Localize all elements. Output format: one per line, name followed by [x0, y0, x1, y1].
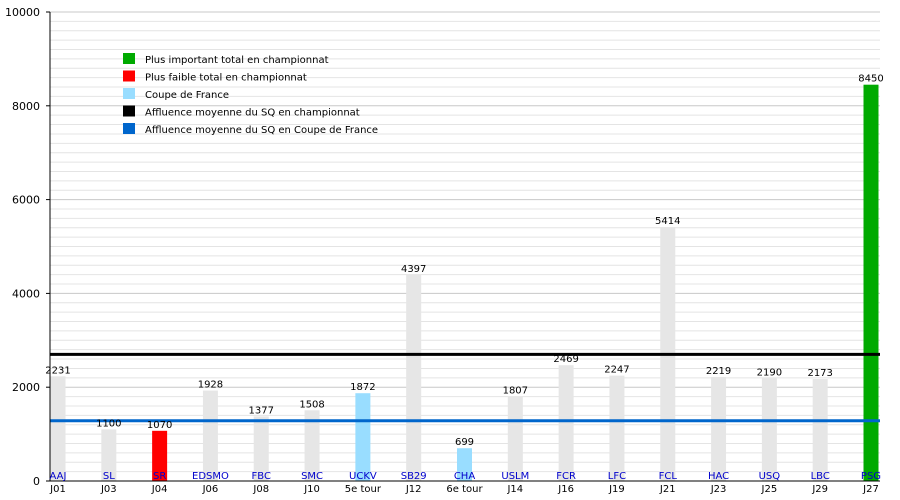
value-label: 2247 — [604, 365, 629, 376]
bar-sb29 — [406, 274, 422, 481]
round-label: J27 — [862, 484, 879, 495]
round-label: J29 — [811, 484, 828, 495]
round-label: 5e tour — [345, 484, 382, 495]
bar-lfc — [609, 375, 625, 481]
y-tick-label: 8000 — [12, 100, 40, 113]
bar-smc — [304, 410, 320, 481]
bar-hac — [711, 376, 727, 481]
legend-swatch — [123, 53, 135, 64]
team-label: USQ — [759, 471, 781, 482]
team-label: LFC — [608, 471, 626, 482]
round-label: J03 — [100, 484, 117, 495]
bar-sr — [152, 430, 168, 481]
bar-uckv — [355, 393, 371, 481]
bars — [50, 84, 879, 481]
round-label: J08 — [252, 484, 269, 495]
round-label: J25 — [761, 484, 778, 495]
round-label: J19 — [608, 484, 625, 495]
team-label: PSG — [861, 471, 881, 482]
round-label: J12 — [405, 484, 422, 495]
round-label: J01 — [49, 484, 66, 495]
team-label: HAC — [708, 471, 729, 482]
team-label: CHA — [454, 471, 476, 482]
legend-swatch — [123, 70, 135, 82]
team-label: FCR — [556, 471, 576, 482]
legend-swatch — [123, 123, 135, 134]
round-label: J21 — [659, 484, 676, 495]
legend-label: Plus faible total en championnat — [145, 73, 307, 84]
value-label: 1100 — [96, 418, 121, 429]
y-tick-label: 6000 — [12, 194, 40, 207]
team-label: SL — [103, 471, 115, 482]
bar-lbc — [812, 379, 828, 481]
value-label: 699 — [455, 437, 474, 448]
axes: 0 2000 4000 6000 8000 10000 — [5, 6, 880, 488]
bar-fbc — [253, 416, 269, 481]
value-label: 1807 — [503, 385, 528, 396]
value-label: 8450 — [858, 74, 883, 85]
value-label: 1070 — [147, 420, 172, 431]
team-label: FBC — [252, 471, 271, 482]
value-label: 1928 — [198, 380, 223, 391]
team-label: SR — [153, 471, 166, 482]
value-label: 2469 — [553, 354, 578, 365]
bar-psg — [863, 84, 879, 481]
round-label: 6e tour — [446, 484, 483, 495]
round-label: J14 — [506, 484, 523, 495]
value-label: 2173 — [807, 368, 832, 379]
bar-usq — [761, 378, 777, 481]
y-tick-label: 4000 — [12, 287, 40, 300]
team-label: USLM — [501, 471, 529, 482]
round-label: J23 — [710, 484, 727, 495]
legend: Plus important total en championnat Plus … — [123, 53, 378, 136]
y-tick-label: 2000 — [12, 381, 40, 394]
team-label: UCKV — [349, 471, 377, 482]
value-label: 4397 — [401, 264, 426, 275]
value-label: 1377 — [249, 405, 274, 416]
value-label: 2231 — [45, 365, 70, 376]
bar-uslm — [507, 396, 523, 481]
bar-fcr — [558, 365, 574, 481]
legend-label: Affluence moyenne du SQ en championnat — [145, 108, 360, 119]
team-label: EDSMO — [192, 471, 229, 482]
value-label: 5414 — [655, 216, 680, 227]
bar-sl — [101, 429, 117, 481]
round-label: J04 — [151, 484, 168, 495]
y-tick-label: 10000 — [5, 6, 40, 19]
value-label: 2190 — [757, 367, 782, 378]
legend-label: Affluence moyenne du SQ en Coupe de Fran… — [145, 125, 378, 136]
team-label: SMC — [301, 471, 323, 482]
team-label: AAJ — [50, 471, 67, 482]
value-label: 1508 — [299, 399, 324, 410]
team-label: SB29 — [401, 471, 427, 482]
bar-labels: 2231 AAJ J01 1100 SL J03 1070 SR J04 1928 EDSMO J06… — [45, 74, 883, 495]
round-label: J06 — [202, 484, 219, 495]
bar-edsmo — [202, 390, 218, 481]
value-label: 2219 — [706, 366, 731, 377]
legend-swatch — [123, 88, 135, 99]
value-label: 1872 — [350, 382, 375, 393]
team-label: FCL — [659, 471, 678, 482]
round-label: J10 — [303, 484, 320, 495]
team-label: LBC — [811, 471, 830, 482]
reference-lines — [50, 352, 880, 423]
round-label: J16 — [557, 484, 574, 495]
legend-swatch — [123, 105, 135, 117]
legend-label: Coupe de France — [145, 90, 229, 101]
bar-cha — [457, 448, 472, 481]
grid-lines — [50, 11, 880, 482]
bar-aaj — [50, 376, 66, 481]
legend-label: Plus important total en championnat — [145, 55, 329, 66]
y-tick-label: 0 — [33, 475, 40, 488]
